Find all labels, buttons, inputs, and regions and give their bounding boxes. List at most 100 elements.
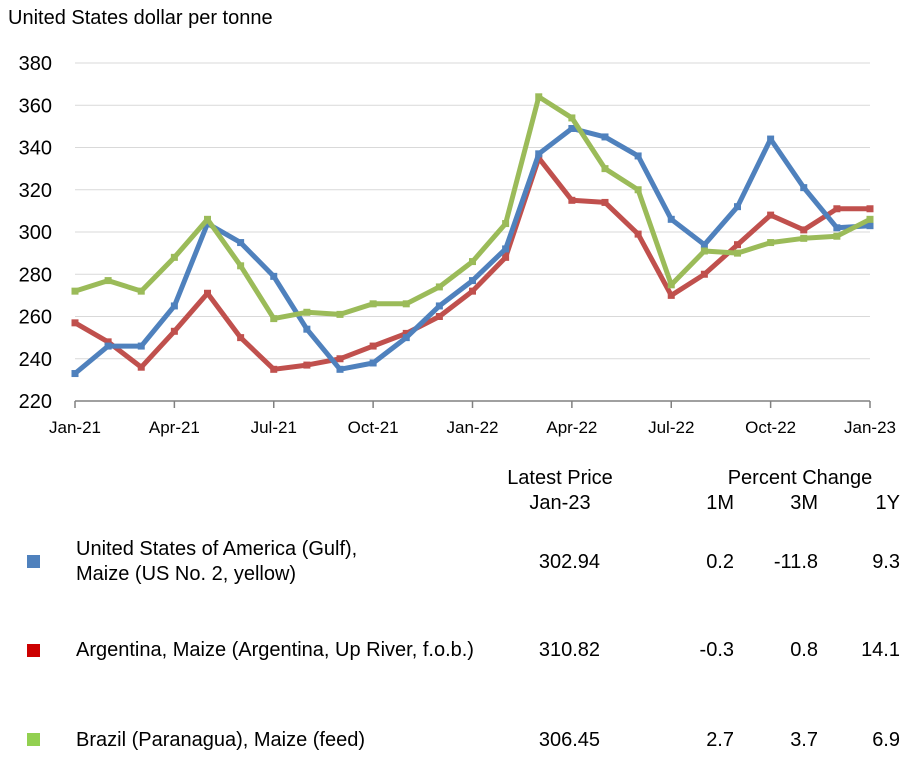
series-0-point-14 [535,150,543,158]
row-usa-1y: 9.3 [872,551,900,573]
y-tick-label-380: 380 [19,53,52,75]
percent-change-header: Percent Change [727,467,873,489]
series-2-point-15 [568,114,576,122]
series-2-point-12 [469,258,476,266]
series-2-point-24 [866,215,874,223]
row-usa-3m: -11.8 [773,551,818,573]
y-tick-label-220: 220 [19,391,52,413]
y-tick-label-240: 240 [19,349,52,371]
series-2-point-9 [369,300,377,308]
series-0-point-18 [667,215,675,223]
series-2-point-8 [336,310,344,318]
series-1-point-17 [634,230,642,238]
row-usa-price: 302.94 [538,551,600,573]
row-usa-label-line1: United States of America (Gulf), [76,538,358,560]
series-2-point-4 [204,215,211,223]
series-1-point-10 [402,329,410,337]
latest-price-date: Jan-23 [529,492,591,514]
series-0-point-10 [402,334,410,342]
col-1m-header: 1M [706,492,734,514]
y-tick-label-280: 280 [19,264,52,286]
series-2-point-19 [700,247,708,255]
series-layer [71,93,874,378]
row-usa-label-line2: Maize (US No. 2, yellow) [76,563,297,585]
series-1-point-7 [303,361,311,369]
series-2-point-2 [137,287,145,295]
series-line-2 [72,94,873,322]
series-1-point-5 [237,334,245,342]
y-tick-label-260: 260 [19,307,52,329]
y-tick-label-340: 340 [19,138,52,160]
series-1-point-16 [601,198,609,206]
series-0-point-9 [369,359,377,367]
row-brazil-price: 306.45 [538,729,600,751]
series-0-point-2 [137,342,145,350]
series-0-point-15 [568,124,576,132]
row-argentina-price: 310.82 [538,639,600,661]
series-1-point-6 [270,365,278,373]
series-2-point-23 [833,232,841,240]
series-1-point-3 [170,327,178,335]
series-1-point-21 [767,211,775,219]
series-0-point-11 [435,302,443,310]
series-2-point-17 [634,186,642,194]
series-1-point-13 [502,253,510,261]
col-1y-header: 1Y [875,492,900,514]
x-tick-label-8: Jan-23 [844,418,896,437]
x-tick-label-7: Oct-22 [745,418,796,437]
row-brazil-3m: 3.7 [790,729,818,751]
x-tick-label-5: Apr-22 [546,418,597,437]
series-1-point-20 [734,241,741,249]
series-1-point-24 [866,205,874,213]
series-2-point-13 [502,220,510,228]
series-0-point-22 [800,184,808,192]
legend-swatch-usa [27,555,40,568]
row-argentina-label: Argentina, Maize (Argentina, Up River, f… [76,639,474,661]
series-1-point-19 [700,270,708,278]
series-2-point-16 [601,165,609,173]
series-2-point-14 [535,93,543,101]
y-axis-title: United States dollar per tonne [8,7,273,29]
series-0-point-20 [734,203,741,211]
series-1-point-0 [71,319,79,327]
x-tick-label-3: Oct-21 [348,418,399,437]
x-tick-label-6: Jul-22 [648,418,694,437]
series-2-point-11 [435,283,443,291]
series-1-point-12 [469,287,476,295]
series-2-point-22 [800,234,808,242]
series-0-point-1 [104,342,112,350]
series-1-point-22 [800,226,808,234]
row-argentina-3m: 0.8 [790,639,818,661]
series-1-point-23 [833,205,841,213]
x-tick-label-4: Jan-22 [447,418,499,437]
series-0-point-5 [237,239,245,247]
series-2-point-10 [402,300,410,308]
series-1-point-1 [104,338,112,346]
series-2-point-1 [104,277,112,285]
series-0-point-3 [170,302,178,310]
axes [74,400,871,408]
series-0-point-12 [469,277,476,285]
series-2-point-21 [767,239,775,247]
col-3m-header: 3M [790,492,818,514]
x-tick-label-2: Jul-21 [251,418,297,437]
row-brazil-1y: 6.9 [872,729,900,751]
series-2-point-5 [237,262,245,270]
row-usa-1m: 0.2 [706,551,734,573]
y-tick-label-300: 300 [19,222,52,244]
series-0-point-21 [767,135,775,143]
row-brazil-1m: 2.7 [706,729,734,751]
series-0-point-0 [71,370,79,378]
legend-swatch-argentina [27,644,40,657]
row-argentina-1y: 14.1 [861,639,900,661]
series-2-point-20 [734,249,741,257]
maize-price-line-chart: 220 240 260 280 300 320 340 360 380 Jan-21 Apr-21 J… [19,53,896,437]
legend-swatch-brazil [27,733,40,746]
y-tick-label-360: 360 [19,95,52,117]
row-argentina-1m: -0.3 [699,639,734,661]
series-0-point-17 [634,152,642,160]
series-1-point-15 [568,196,576,204]
series-2-point-7 [303,308,311,316]
y-tick-label-320: 320 [19,180,52,202]
series-0-point-13 [502,245,510,253]
